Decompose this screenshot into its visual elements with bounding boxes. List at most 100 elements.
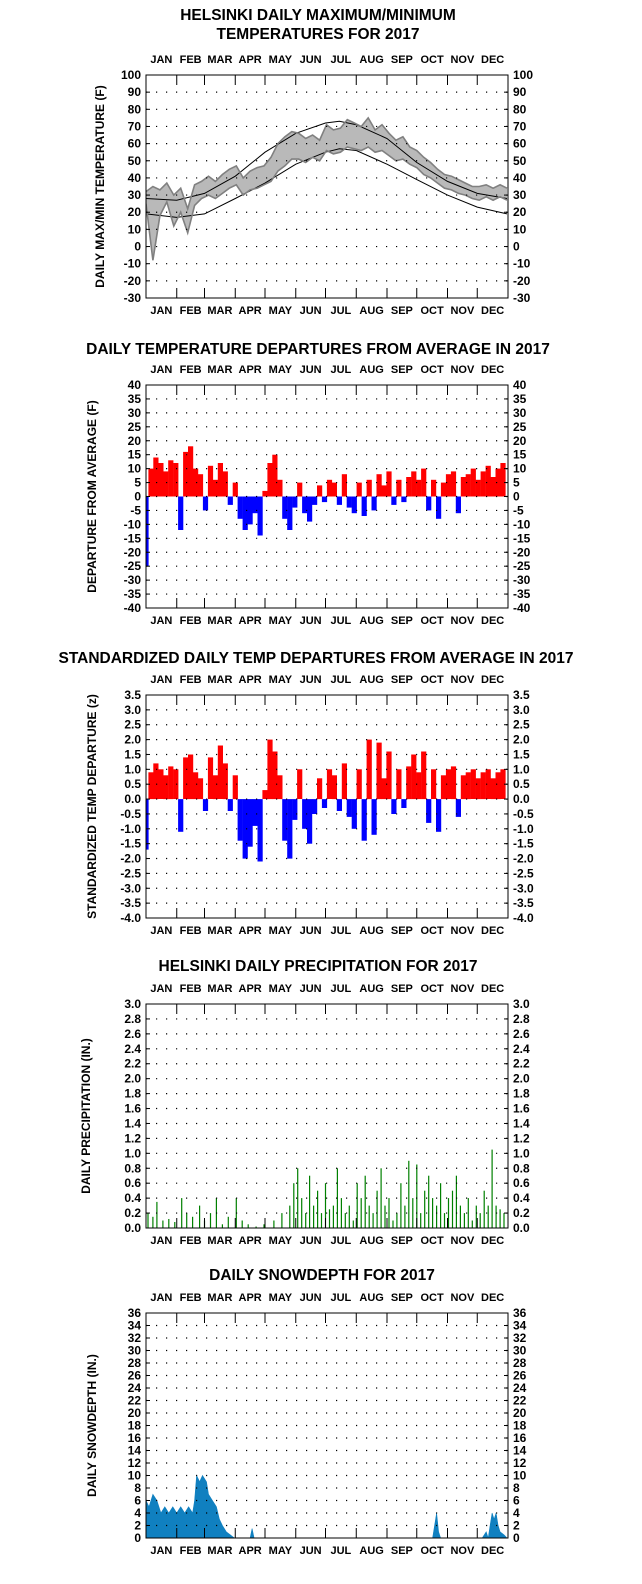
y-tick-label-right: 20 <box>513 1406 527 1420</box>
data-bar <box>352 1220 354 1228</box>
data-bar <box>252 496 258 514</box>
y-tick-label-left: 2.2 <box>124 1057 141 1071</box>
data-bar <box>232 482 238 497</box>
data-bar <box>328 1209 331 1228</box>
panel-temperature-departures: DAILY TEMPERATURE DEPARTURES FROM AVERAG… <box>85 341 550 627</box>
month-label-bottom: AUG <box>359 615 383 627</box>
data-bar <box>147 1213 149 1228</box>
data-bar <box>305 1213 307 1228</box>
data-bar <box>222 471 228 497</box>
y-tick-label-right: 10 <box>513 1469 527 1483</box>
data-bar <box>317 778 323 800</box>
y-tick-label-left: 20 <box>128 434 142 448</box>
y-tick-label-left: 1.0 <box>124 1146 141 1160</box>
data-bar <box>309 1175 311 1228</box>
y-axis-label: DAILY MAX/MIN TEMPERATURE (F) <box>93 85 107 287</box>
y-tick-label-left: 30 <box>128 188 142 202</box>
data-bar <box>500 769 506 799</box>
y-tick-label-right: 10 <box>513 462 527 476</box>
y-tick-label-right: 1.2 <box>513 1131 530 1145</box>
y-tick-label-right: 2 <box>513 1519 520 1533</box>
y-tick-label-right: 20 <box>513 434 527 448</box>
data-bar <box>188 446 194 497</box>
data-bar <box>465 474 471 497</box>
month-label-top: JUL <box>330 674 351 686</box>
y-tick-label-left: -15 <box>124 531 142 545</box>
month-label-bottom: SEP <box>391 615 413 627</box>
data-bar <box>247 1224 249 1228</box>
month-label-top: AUG <box>359 674 383 686</box>
data-bar <box>207 757 214 799</box>
y-tick-label-right: 6 <box>513 1494 520 1508</box>
month-label-bottom: JUN <box>300 305 322 317</box>
plot-frame <box>145 694 509 919</box>
data-bar <box>495 1205 497 1228</box>
data-bar <box>217 745 223 799</box>
data-bar <box>158 769 164 799</box>
month-label-bottom: JAN <box>150 1545 172 1557</box>
month-label-bottom: MAR <box>207 615 232 627</box>
y-tick-label-left: 0.5 <box>124 777 141 791</box>
data-bar <box>158 463 164 497</box>
data-bar <box>381 778 387 800</box>
data-bar <box>356 1183 358 1228</box>
data-bar <box>436 799 442 832</box>
data-bar <box>188 754 194 800</box>
month-label-bottom: JUN <box>300 1545 322 1557</box>
data-bar <box>416 1164 418 1228</box>
month-label-top: NOV <box>450 364 475 376</box>
y-tick-label-right: 0.4 <box>513 1191 530 1205</box>
y-tick-label-left: 22 <box>128 1394 142 1408</box>
data-bar <box>391 496 397 505</box>
y-tick-label-left: 12 <box>128 1456 142 1470</box>
data-bar <box>242 799 248 859</box>
y-tick-label-left: -3.5 <box>120 896 141 910</box>
data-bar <box>360 1198 362 1228</box>
month-label-top: MAY <box>269 674 293 686</box>
y-tick-label-right: 14 <box>513 1444 527 1458</box>
data-bar <box>483 1190 485 1228</box>
y-tick-label-left: 28 <box>128 1356 142 1370</box>
y-tick-label-right: 5 <box>513 476 520 490</box>
month-label-bottom: APR <box>239 615 262 627</box>
month-label-bottom: MAY <box>269 1235 293 1247</box>
data-bar <box>317 1190 319 1228</box>
data-bar <box>408 1160 410 1228</box>
month-label-bottom: MAY <box>269 1545 293 1557</box>
data-bar <box>368 1205 370 1228</box>
data-bar <box>242 496 248 530</box>
data-bar <box>262 490 268 497</box>
data-bar <box>376 742 382 800</box>
data-bar <box>426 496 432 511</box>
month-label-top: JAN <box>150 54 172 66</box>
plot-area: -40 -40-35 -35-30 -30-25 -25-20 -20-15 -15-10-… <box>124 378 531 615</box>
data-bar <box>153 763 159 800</box>
month-label-bottom: MAY <box>269 925 293 937</box>
data-bar <box>346 496 352 508</box>
month-label-top: MAY <box>269 54 293 66</box>
y-tick-label-right: 30 <box>513 1344 527 1358</box>
data-bar <box>426 799 432 823</box>
y-tick-label-right: -1.5 <box>513 837 534 851</box>
y-tick-label-right: 10 <box>513 222 527 236</box>
data-bar <box>380 1168 382 1228</box>
month-labels-top: JAN FEB MAR APR MAY JUN JUL AUG SEP OCT NOV DEC <box>150 1292 504 1304</box>
y-tick-label-left: -30 <box>124 291 142 305</box>
data-bar <box>396 479 402 497</box>
data-bar <box>227 799 233 811</box>
chart-title-line-1: HELSINKI DAILY MAXIMUM/MINIMUM <box>180 7 456 24</box>
y-tick-label-left: 26 <box>128 1369 142 1383</box>
chart-title: DAILY TEMPERATURE DEPARTURES FROM AVERAG… <box>86 341 550 358</box>
y-tick-label-left: 32 <box>128 1331 142 1345</box>
y-tick-label-left: -2.0 <box>120 852 141 866</box>
month-labels-top: JAN FEB MAR APR MAY JUN JUL AUG SEP OCT NOV DEC <box>150 54 504 66</box>
data-bar <box>348 1205 350 1228</box>
month-label-top: SEP <box>391 54 413 66</box>
data-bar <box>287 799 293 859</box>
data-bar <box>237 496 243 519</box>
y-tick-label-right: -2.5 <box>513 866 534 880</box>
data-bar <box>480 471 486 497</box>
data-bar <box>503 1213 505 1228</box>
data-bar <box>479 1213 481 1228</box>
